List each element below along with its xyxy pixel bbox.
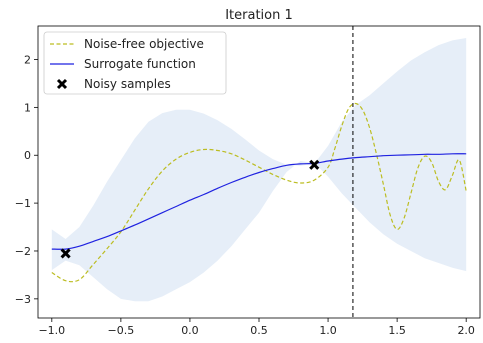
sample-point (309, 159, 320, 170)
x-tick-label: 2.0 (457, 324, 475, 337)
legend-marker-samples (56, 78, 68, 90)
plot-clipped (51, 26, 467, 318)
legend-box (43, 31, 227, 95)
x-tick-label: −0.5 (108, 324, 135, 337)
sample-point-stroke (60, 248, 71, 259)
legend-label: Noisy samples (84, 77, 171, 91)
axes: −1.0 −0.5 0.0 0.5 1.0 1.5 2.0 −3 −2 −1 0 1 2 (15, 25, 481, 337)
y-tick-label: 1 (24, 101, 31, 114)
surrogate-line (51, 153, 467, 250)
y-tick-label: −2 (15, 245, 31, 258)
objective-line (51, 102, 467, 283)
sample-point (60, 248, 71, 259)
y-tick-label: 2 (24, 54, 31, 67)
legend: Noise-free objective Surrogate function No… (43, 31, 227, 95)
legend-label: Surrogate function (84, 57, 196, 71)
x-tick-label: 1.5 (388, 324, 406, 337)
y-tick-label: 0 (24, 149, 31, 162)
x-tick-label: 1.0 (319, 324, 337, 337)
x-tick-label: 0.0 (181, 324, 199, 337)
x-tick-label: 0.5 (250, 324, 268, 337)
sample-point-stroke (309, 159, 320, 170)
chart-title: Iteration 1 (225, 8, 293, 23)
y-tick-label: −3 (15, 293, 31, 306)
uncertainty-band (51, 38, 467, 302)
y-tick-label: −1 (15, 197, 31, 210)
legend-label: Noise-free objective (84, 37, 204, 51)
x-tick-label: −1.0 (38, 324, 65, 337)
plot-area (51, 26, 467, 318)
